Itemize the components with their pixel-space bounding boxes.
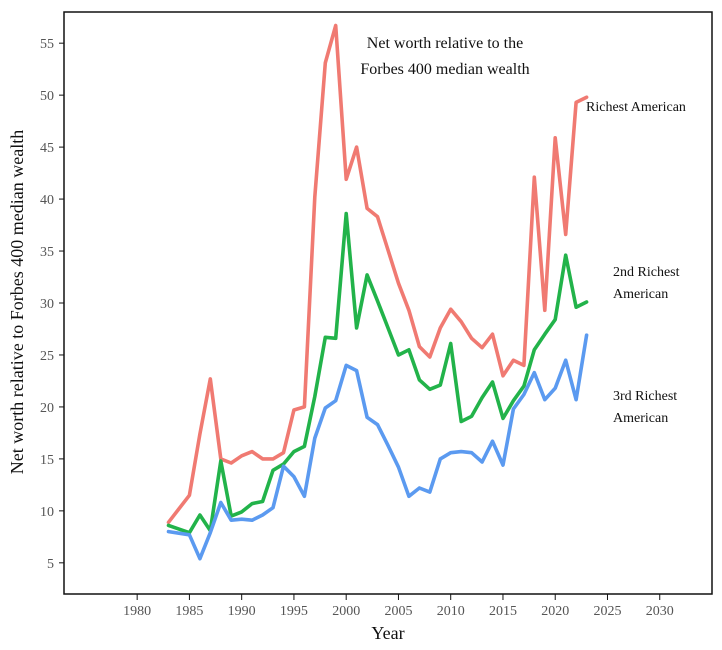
x-tick-label: 2010 <box>437 604 465 619</box>
series-line-3 <box>166 333 589 561</box>
chart-title: Net worth relative to the Forbes 400 medi… <box>360 35 529 78</box>
x-tick-label: 1980 <box>123 604 151 619</box>
y-tick-label: 50 <box>40 89 54 104</box>
x-tick-label: 2005 <box>384 604 412 619</box>
chart-title-line: Net worth relative to the <box>367 35 523 52</box>
y-tick-label: 55 <box>40 37 54 52</box>
y-tick-label: 20 <box>40 401 54 416</box>
y-tick-label: 15 <box>40 453 54 468</box>
x-tick-label: 2030 <box>646 604 674 619</box>
y-tick-label: 30 <box>40 297 54 312</box>
x-axis: 1980 1985 1990 1995 2000 2005 2010 2015 2020 2025… <box>123 594 674 619</box>
x-tick-label: 2020 <box>541 604 569 619</box>
x-tick-label: 2000 <box>332 604 360 619</box>
y-tick-label: 25 <box>40 349 54 364</box>
series-lines <box>166 23 589 561</box>
x-tick-label: 1990 <box>228 604 256 619</box>
series-line-2 <box>166 211 589 535</box>
y-tick-label: 35 <box>40 245 54 260</box>
x-tick-label: 2025 <box>593 604 621 619</box>
x-tick-label: 1985 <box>175 604 203 619</box>
series-label-3: American <box>613 411 668 426</box>
x-axis-title: Year <box>371 623 404 643</box>
y-tick-label: 45 <box>40 141 54 156</box>
chart-title-line: Forbes 400 median wealth <box>360 61 529 78</box>
y-axis: 5 10 15 20 25 30 35 40 45 50 55 <box>40 37 64 572</box>
y-tick-label: 10 <box>40 505 54 520</box>
x-tick-label: 2015 <box>489 604 517 619</box>
series-label-2: American <box>613 287 668 302</box>
y-tick-label: 40 <box>40 193 54 208</box>
y-axis-title: Net worth relative to Forbes 400 median … <box>7 130 27 474</box>
series-label-3: 3rd Richest <box>613 389 677 404</box>
y-tick-label: 5 <box>47 557 54 572</box>
series-label-2: 2nd Richest <box>613 265 680 280</box>
series-line-1 <box>166 23 589 525</box>
series-labels: Richest American 2nd Richest American 3rd R… <box>586 100 686 426</box>
x-tick-label: 1995 <box>280 604 308 619</box>
series-label-1: Richest American <box>586 100 686 115</box>
